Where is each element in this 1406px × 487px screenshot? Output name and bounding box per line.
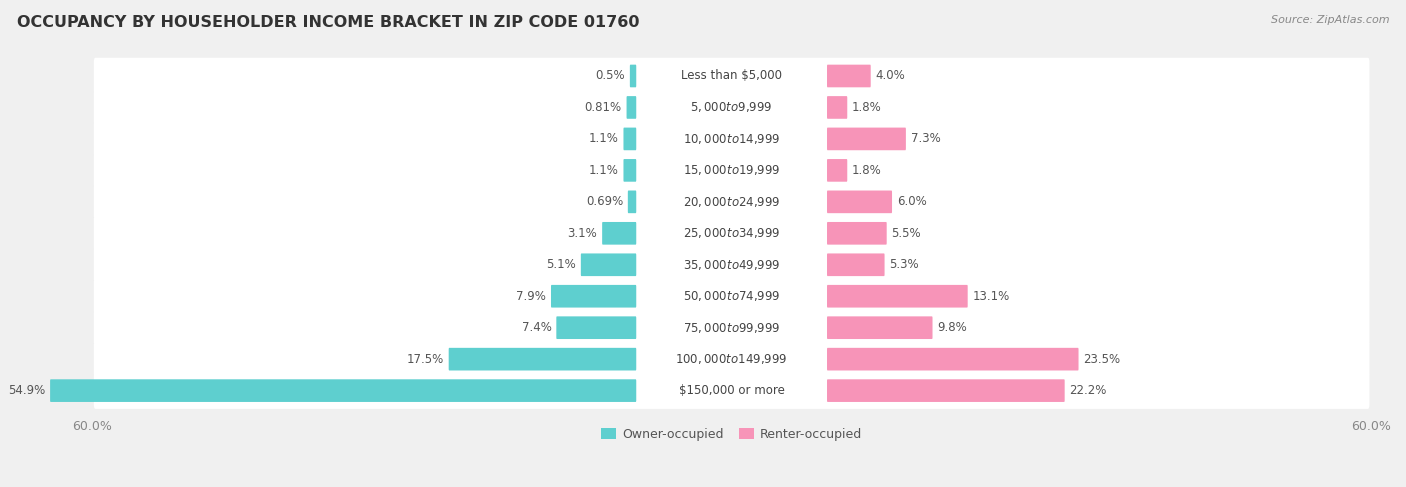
- Text: OCCUPANCY BY HOUSEHOLDER INCOME BRACKET IN ZIP CODE 01760: OCCUPANCY BY HOUSEHOLDER INCOME BRACKET …: [17, 15, 640, 30]
- FancyBboxPatch shape: [94, 89, 1369, 126]
- Text: 22.2%: 22.2%: [1070, 384, 1107, 397]
- Text: 0.69%: 0.69%: [586, 195, 623, 208]
- FancyBboxPatch shape: [827, 317, 932, 339]
- FancyBboxPatch shape: [628, 190, 637, 213]
- Text: $10,000 to $14,999: $10,000 to $14,999: [683, 132, 780, 146]
- Text: 1.1%: 1.1%: [589, 132, 619, 146]
- FancyBboxPatch shape: [827, 285, 967, 308]
- Text: 9.8%: 9.8%: [938, 321, 967, 334]
- Text: $15,000 to $19,999: $15,000 to $19,999: [683, 163, 780, 177]
- FancyBboxPatch shape: [449, 348, 637, 371]
- Text: 13.1%: 13.1%: [973, 290, 1010, 303]
- FancyBboxPatch shape: [94, 184, 1369, 220]
- FancyBboxPatch shape: [602, 222, 637, 244]
- FancyBboxPatch shape: [827, 159, 848, 182]
- FancyBboxPatch shape: [827, 96, 848, 119]
- Text: 1.1%: 1.1%: [589, 164, 619, 177]
- FancyBboxPatch shape: [827, 379, 1064, 402]
- FancyBboxPatch shape: [94, 121, 1369, 157]
- Text: Less than $5,000: Less than $5,000: [681, 70, 782, 82]
- FancyBboxPatch shape: [827, 190, 891, 213]
- Text: 5.5%: 5.5%: [891, 227, 921, 240]
- FancyBboxPatch shape: [627, 96, 637, 119]
- Text: 6.0%: 6.0%: [897, 195, 927, 208]
- FancyBboxPatch shape: [827, 65, 870, 87]
- FancyBboxPatch shape: [94, 215, 1369, 252]
- Text: $50,000 to $74,999: $50,000 to $74,999: [683, 289, 780, 303]
- FancyBboxPatch shape: [551, 285, 637, 308]
- FancyBboxPatch shape: [94, 341, 1369, 377]
- FancyBboxPatch shape: [827, 253, 884, 276]
- FancyBboxPatch shape: [827, 222, 887, 244]
- Text: 5.3%: 5.3%: [890, 258, 920, 271]
- FancyBboxPatch shape: [623, 128, 637, 150]
- Text: 7.4%: 7.4%: [522, 321, 551, 334]
- Text: 7.9%: 7.9%: [516, 290, 546, 303]
- Text: 1.8%: 1.8%: [852, 164, 882, 177]
- FancyBboxPatch shape: [94, 58, 1369, 94]
- FancyBboxPatch shape: [623, 159, 637, 182]
- Text: $100,000 to $149,999: $100,000 to $149,999: [675, 352, 787, 366]
- Text: 54.9%: 54.9%: [8, 384, 45, 397]
- Text: 3.1%: 3.1%: [568, 227, 598, 240]
- Text: 1.8%: 1.8%: [852, 101, 882, 114]
- Text: 23.5%: 23.5%: [1083, 353, 1121, 366]
- Legend: Owner-occupied, Renter-occupied: Owner-occupied, Renter-occupied: [596, 423, 868, 446]
- FancyBboxPatch shape: [557, 317, 637, 339]
- Text: 5.1%: 5.1%: [547, 258, 576, 271]
- FancyBboxPatch shape: [581, 253, 637, 276]
- Text: 0.5%: 0.5%: [595, 70, 626, 82]
- Text: 4.0%: 4.0%: [876, 70, 905, 82]
- Text: $25,000 to $34,999: $25,000 to $34,999: [683, 226, 780, 240]
- Text: $20,000 to $24,999: $20,000 to $24,999: [683, 195, 780, 209]
- Text: 7.3%: 7.3%: [911, 132, 941, 146]
- Text: 17.5%: 17.5%: [406, 353, 444, 366]
- Text: $35,000 to $49,999: $35,000 to $49,999: [683, 258, 780, 272]
- Text: $5,000 to $9,999: $5,000 to $9,999: [690, 100, 773, 114]
- FancyBboxPatch shape: [94, 309, 1369, 346]
- FancyBboxPatch shape: [827, 348, 1078, 371]
- FancyBboxPatch shape: [630, 65, 637, 87]
- FancyBboxPatch shape: [51, 379, 637, 402]
- FancyBboxPatch shape: [94, 373, 1369, 409]
- Text: $150,000 or more: $150,000 or more: [679, 384, 785, 397]
- Text: 0.81%: 0.81%: [585, 101, 621, 114]
- Text: Source: ZipAtlas.com: Source: ZipAtlas.com: [1271, 15, 1389, 25]
- FancyBboxPatch shape: [94, 278, 1369, 315]
- FancyBboxPatch shape: [94, 152, 1369, 188]
- Text: $75,000 to $99,999: $75,000 to $99,999: [683, 321, 780, 335]
- FancyBboxPatch shape: [94, 246, 1369, 283]
- FancyBboxPatch shape: [827, 128, 905, 150]
